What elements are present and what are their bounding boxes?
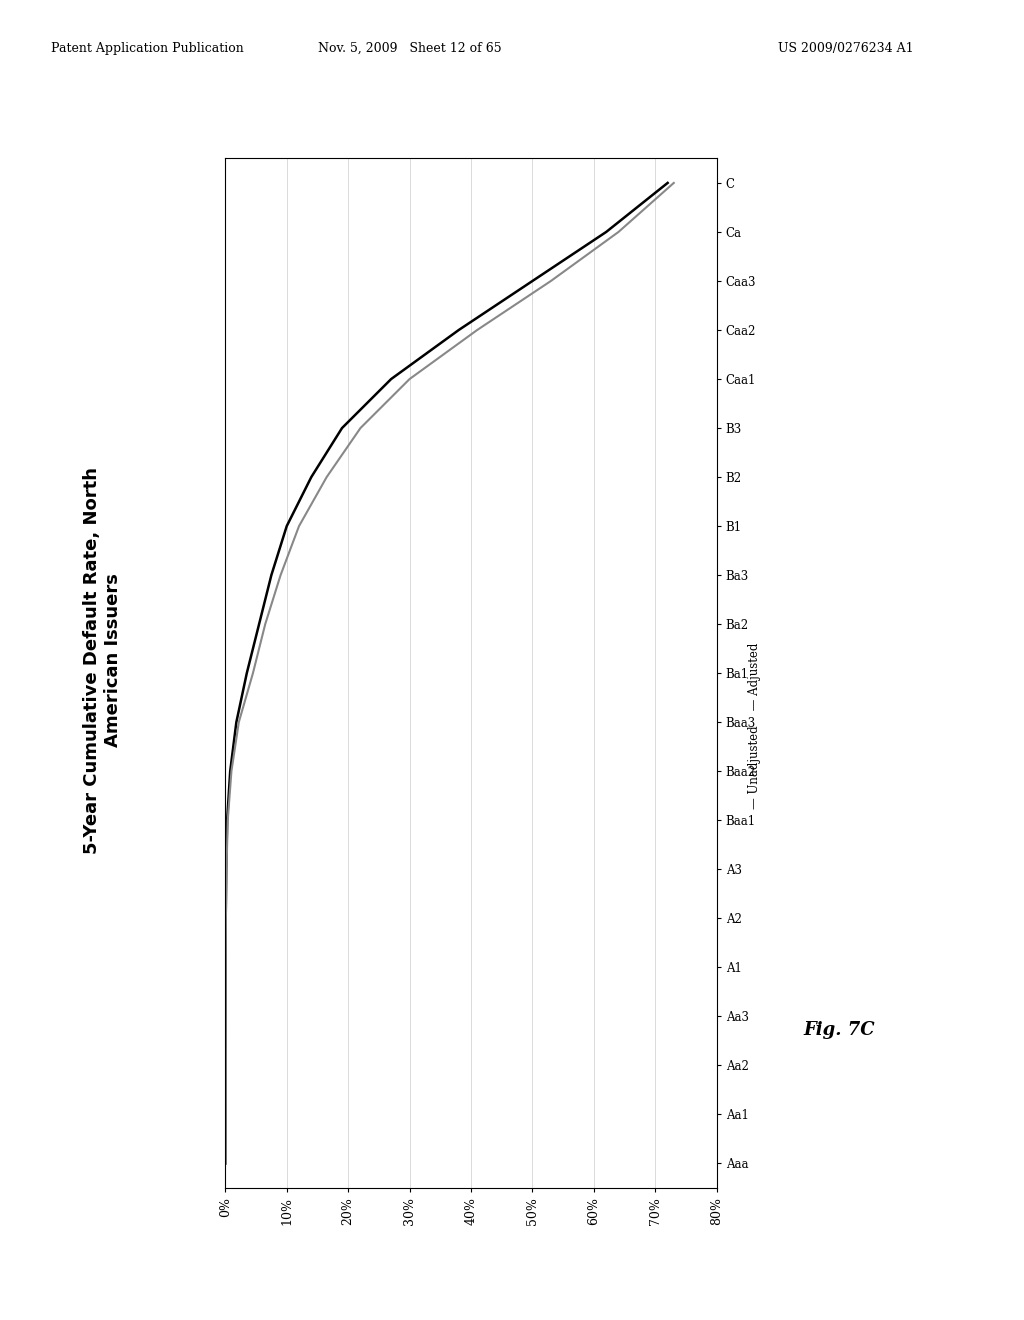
Text: Fig. 7C: Fig. 7C	[804, 1020, 876, 1039]
Adjusted	[545, 273, 557, 289]
Unadjusted	[453, 322, 465, 338]
Unadjusted	[281, 519, 293, 535]
Text: Patent Application Publication: Patent Application Publication	[51, 42, 244, 55]
Unadjusted	[253, 616, 265, 632]
Unadjusted	[219, 1106, 231, 1122]
Unadjusted	[219, 911, 231, 927]
Adjusted	[219, 1057, 231, 1073]
Unadjusted	[265, 568, 278, 583]
Adjusted	[219, 1155, 231, 1171]
Unadjusted	[305, 469, 317, 484]
Adjusted	[247, 665, 259, 681]
Unadjusted	[219, 960, 231, 975]
Unadjusted	[220, 862, 232, 878]
Unadjusted	[230, 714, 243, 730]
Unadjusted	[219, 1155, 231, 1171]
Unadjusted	[385, 371, 397, 387]
Adjusted	[403, 371, 416, 387]
Unadjusted	[662, 176, 674, 191]
Line: Adjusted: Adjusted	[225, 183, 674, 1163]
Adjusted	[225, 763, 238, 779]
Adjusted	[471, 322, 483, 338]
Adjusted	[219, 1106, 231, 1122]
Adjusted	[668, 176, 680, 191]
Adjusted	[219, 960, 231, 975]
Adjusted	[354, 420, 367, 436]
Adjusted	[259, 616, 271, 632]
Adjusted	[220, 911, 232, 927]
Unadjusted	[600, 224, 612, 240]
Unadjusted	[526, 273, 539, 289]
Unadjusted	[224, 763, 237, 779]
Text: Nov. 5, 2009   Sheet 12 of 65: Nov. 5, 2009 Sheet 12 of 65	[317, 42, 502, 55]
Adjusted	[293, 519, 305, 535]
Unadjusted	[336, 420, 348, 436]
Adjusted	[220, 862, 232, 878]
Adjusted	[232, 714, 245, 730]
Adjusted	[274, 568, 287, 583]
Text: US 2009/0276234 A1: US 2009/0276234 A1	[778, 42, 913, 55]
Line: Unadjusted: Unadjusted	[225, 183, 668, 1163]
Unadjusted	[221, 812, 233, 828]
Adjusted	[219, 1008, 231, 1024]
Unadjusted	[241, 665, 253, 681]
Unadjusted	[219, 1057, 231, 1073]
Text: 5-Year Cumulative Default Rate, North
American Issuers: 5-Year Cumulative Default Rate, North Am…	[83, 466, 122, 854]
Adjusted	[221, 812, 233, 828]
Unadjusted	[219, 1008, 231, 1024]
Adjusted	[321, 469, 333, 484]
Text: — Unadjusted    — Adjusted: — Unadjusted — Adjusted	[748, 643, 761, 809]
Adjusted	[612, 224, 625, 240]
